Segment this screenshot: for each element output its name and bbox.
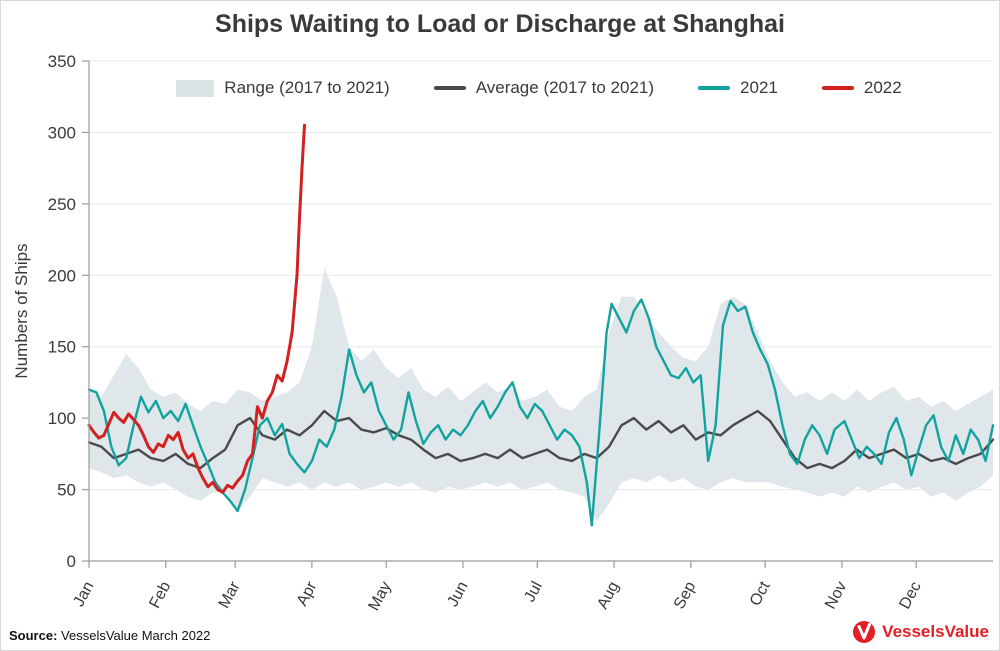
- series-line-2022: [87, 123, 306, 494]
- y-axis-title: Numbers of Ships: [12, 243, 31, 378]
- legend-label-2021: 2021: [740, 78, 778, 97]
- series-line-2021: [87, 298, 995, 527]
- source-label: Source:: [9, 628, 58, 643]
- y-tick-label: 0: [67, 552, 76, 571]
- y-tick-label: 150: [48, 338, 76, 357]
- y-tick-label: 200: [48, 266, 76, 285]
- legend-label-2022: 2022: [863, 78, 902, 97]
- source-text: VesselsValue March 2022: [61, 628, 211, 643]
- brand-logo-text: VesselsValue: [882, 622, 989, 641]
- source-note: Source: VesselsValue March 2022: [9, 628, 210, 643]
- range-swatch: [176, 79, 215, 97]
- x-tick-label: Mar: [216, 578, 244, 611]
- y-tick-label: 50: [57, 481, 76, 500]
- legend: Range (2017 to 2021) Average (2017 to 20…: [89, 78, 989, 98]
- x-tick-label: Sep: [671, 579, 699, 612]
- x-tick-label: Aug: [594, 579, 622, 612]
- legend-item-average: Average (2017 to 2021): [433, 78, 655, 98]
- brand-logo: VesselsValue: [852, 620, 989, 644]
- line-2022-swatch: [821, 86, 854, 90]
- chart-title: Ships Waiting to Load or Discharge at Sh…: [215, 10, 785, 38]
- x-tick-label: May: [366, 579, 395, 614]
- y-tick-label: 350: [48, 52, 76, 71]
- line-2021-swatch: [698, 86, 731, 90]
- brand-logo-icon: [853, 621, 876, 643]
- range-band: [89, 268, 993, 521]
- legend-label-average: Average (2017 to 2021): [475, 78, 655, 97]
- y-tick-label: 100: [48, 409, 76, 428]
- average-line-swatch: [433, 86, 466, 90]
- y-tick-label: 250: [48, 195, 76, 214]
- x-tick-label: Nov: [822, 579, 850, 612]
- legend-item-range: Range (2017 to 2021): [176, 78, 390, 98]
- legend-item-2022: 2022: [821, 78, 902, 98]
- x-tick-label: Oct: [747, 578, 774, 608]
- legend-item-2021: 2021: [698, 78, 778, 98]
- x-tick-label: Feb: [146, 579, 174, 611]
- x-tick-label: Jan: [70, 579, 97, 610]
- series-line-average-2017-to-2021-: [87, 409, 995, 470]
- x-tick-label: Apr: [294, 578, 321, 609]
- legend-label-range: Range (2017 to 2021): [224, 78, 390, 97]
- x-tick-label: Dec: [896, 579, 924, 612]
- x-tick-label: Jun: [444, 579, 471, 610]
- x-tick-label: Jul: [521, 579, 546, 605]
- y-tick-label: 300: [48, 123, 76, 142]
